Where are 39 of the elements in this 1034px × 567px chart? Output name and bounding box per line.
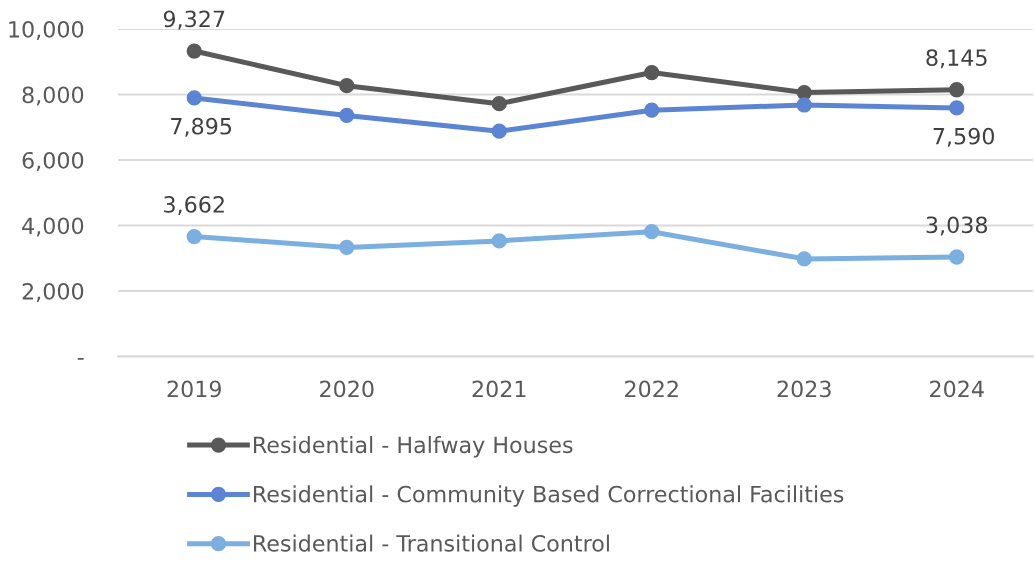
- legend-label: Residential - Community Based Correctional Facilities: [254, 485, 844, 507]
- x-tick-label: 2023: [777, 380, 831, 398]
- point: [186, 43, 202, 59]
- data-label: 3,038: [926, 216, 988, 236]
- point: [491, 96, 507, 112]
- point: [644, 102, 660, 118]
- x-tick-label: 2022: [625, 380, 678, 398]
- x-tick-label: 2021: [472, 380, 526, 398]
- point: [491, 233, 507, 249]
- x-tick-label: 2024: [930, 380, 984, 398]
- legend-label: Residential - Transitional Control: [254, 534, 609, 552]
- point: [339, 239, 355, 256]
- point: [949, 249, 965, 265]
- point: [949, 100, 965, 116]
- point: [644, 224, 660, 240]
- point: [186, 90, 202, 106]
- legend-label: Residential - Halfway Houses: [254, 436, 573, 458]
- point: [949, 82, 965, 98]
- x-tick-label: 2020: [320, 380, 374, 398]
- point: [339, 107, 355, 124]
- data-label: 8,145: [926, 49, 987, 69]
- point: [186, 228, 202, 245]
- y-tick-label: 6,000: [22, 151, 84, 172]
- point: [796, 97, 812, 113]
- point: [644, 64, 660, 81]
- point: [796, 251, 812, 267]
- data-label: 9,327: [163, 10, 225, 30]
- point: [491, 123, 507, 139]
- x-tick-label: 2019: [167, 380, 221, 398]
- data-label: 3,662: [164, 196, 224, 216]
- y-tick-label: 10,000: [9, 20, 84, 41]
- data-label: 7,895: [171, 117, 232, 137]
- data-label: 7,590: [933, 127, 994, 147]
- y-tick-label: 2,000: [22, 282, 84, 303]
- y-tick-label: -: [77, 357, 84, 360]
- y-tick-label: 4,000: [22, 217, 84, 237]
- y-tick-label: 8,000: [22, 86, 84, 106]
- point: [796, 84, 812, 101]
- point: [339, 78, 355, 94]
